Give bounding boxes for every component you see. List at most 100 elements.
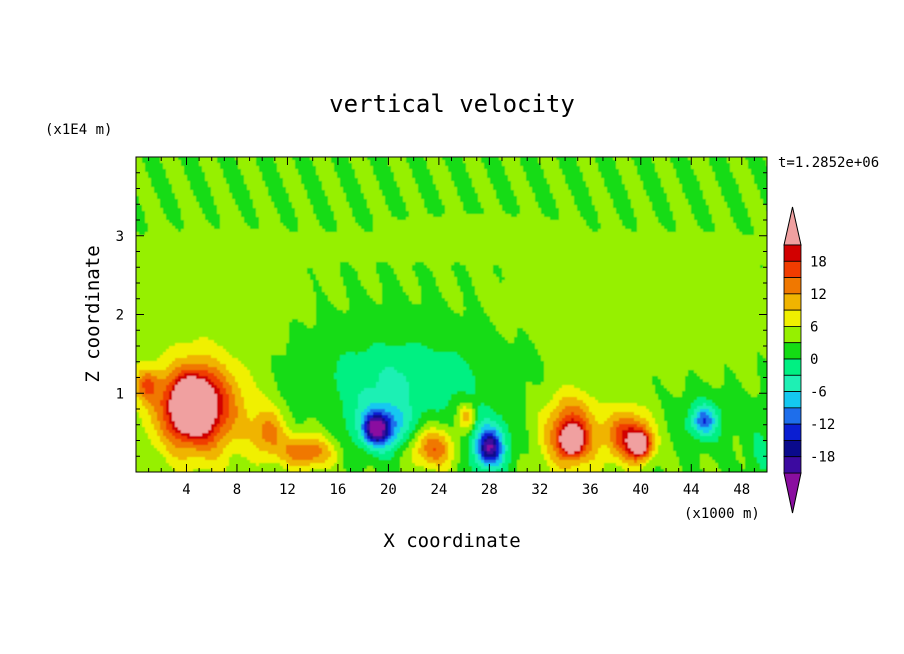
field-cell xyxy=(484,424,491,428)
field-cell xyxy=(652,202,671,206)
field-cell xyxy=(415,181,434,185)
field-cell xyxy=(136,418,143,422)
field-cell xyxy=(463,298,479,302)
field-cell xyxy=(556,436,560,440)
field-cell xyxy=(136,340,194,344)
field-cell xyxy=(226,364,245,368)
field-cell xyxy=(175,445,218,449)
field-cell xyxy=(730,169,752,173)
field-cell xyxy=(718,466,743,470)
field-cell xyxy=(241,391,263,395)
field-cell xyxy=(529,445,542,449)
field-cell xyxy=(343,400,359,404)
field-cell xyxy=(400,445,410,449)
field-cell xyxy=(343,451,368,455)
field-cell xyxy=(535,343,767,347)
field-cell xyxy=(481,439,485,443)
field-cell xyxy=(214,430,221,434)
field-cell xyxy=(424,205,446,209)
field-cell xyxy=(421,427,431,431)
field-cell xyxy=(223,346,287,350)
field-cell xyxy=(475,286,767,290)
field-cell xyxy=(136,217,146,221)
field-cell xyxy=(361,427,365,431)
field-cell xyxy=(169,394,173,398)
field-cell xyxy=(226,349,287,353)
field-cell xyxy=(217,160,239,164)
field-cell xyxy=(148,229,179,233)
field-cell xyxy=(277,436,290,440)
field-cell xyxy=(400,409,413,413)
field-cell xyxy=(694,418,698,422)
field-cell xyxy=(418,184,437,188)
colorbar-box xyxy=(783,423,802,441)
field-cell xyxy=(286,460,326,464)
field-cell xyxy=(229,184,248,188)
field-cell xyxy=(136,310,317,314)
field-cell xyxy=(547,451,557,455)
field-cell xyxy=(508,175,527,179)
field-cell xyxy=(718,421,722,425)
field-cell xyxy=(709,157,728,161)
field-cell xyxy=(385,445,395,449)
field-cell xyxy=(646,460,650,464)
field-cell xyxy=(520,160,539,164)
field-cell xyxy=(721,418,767,422)
field-cell xyxy=(526,427,539,431)
field-cell xyxy=(136,448,158,452)
field-cell xyxy=(580,169,599,173)
field-cell xyxy=(160,400,167,404)
field-cell xyxy=(430,169,449,173)
field-cell xyxy=(715,229,740,233)
field-cell xyxy=(724,199,743,203)
field-cell xyxy=(466,433,473,437)
field-cell xyxy=(145,163,164,167)
field-cell xyxy=(508,340,515,344)
field-cell xyxy=(451,397,527,401)
field-cell xyxy=(235,199,254,203)
field-cell xyxy=(448,301,464,305)
field-cell xyxy=(691,160,710,164)
field-cell xyxy=(427,460,446,464)
field-cell xyxy=(247,184,266,188)
field-cell xyxy=(136,259,767,263)
field-cell xyxy=(253,199,272,203)
field-cell xyxy=(403,433,410,437)
field-cell xyxy=(325,193,347,197)
field-cell xyxy=(211,427,215,431)
field-cell xyxy=(163,454,173,458)
field-cell xyxy=(685,385,713,389)
field-cell xyxy=(355,268,377,272)
field-cell xyxy=(406,448,413,452)
field-cell xyxy=(286,343,374,347)
field-cell xyxy=(559,415,566,419)
field-cell xyxy=(664,226,677,230)
field-cell xyxy=(370,427,386,431)
field-cell xyxy=(280,172,299,176)
field-cell xyxy=(625,184,644,188)
field-cell xyxy=(148,223,173,227)
field-cell xyxy=(424,445,446,449)
field-cell xyxy=(526,409,542,413)
field-cell xyxy=(172,415,218,419)
field-cell xyxy=(271,421,281,425)
field-cell xyxy=(145,211,164,215)
field-cell xyxy=(652,382,662,386)
field-cell xyxy=(286,448,323,452)
field-cell xyxy=(661,382,686,386)
field-cell xyxy=(655,166,674,170)
field-cell xyxy=(163,211,182,215)
field-cell xyxy=(202,211,218,215)
field-cell xyxy=(178,205,200,209)
field-cell xyxy=(283,184,305,188)
field-cell xyxy=(139,361,173,365)
field-cell xyxy=(136,337,200,341)
field-cell xyxy=(460,418,464,422)
field-cell xyxy=(526,172,545,176)
field-cell xyxy=(502,271,767,275)
field-cell xyxy=(169,421,176,425)
field-cell xyxy=(316,217,335,221)
field-cell xyxy=(631,157,653,161)
field-cell xyxy=(499,436,503,440)
field-cell xyxy=(355,424,362,428)
